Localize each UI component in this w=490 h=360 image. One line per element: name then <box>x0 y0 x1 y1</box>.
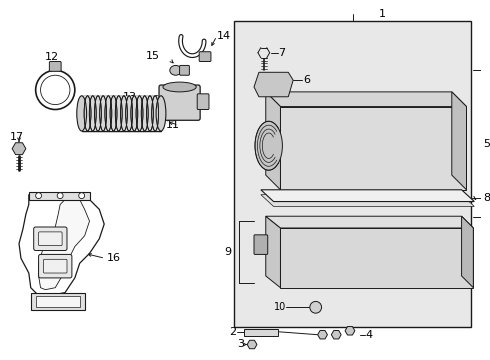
FancyBboxPatch shape <box>36 296 80 307</box>
Text: 3: 3 <box>237 339 244 350</box>
Bar <box>82 96 161 131</box>
Text: 15: 15 <box>147 51 160 60</box>
Ellipse shape <box>77 96 87 131</box>
FancyBboxPatch shape <box>180 66 190 75</box>
Ellipse shape <box>170 66 182 75</box>
Text: 9: 9 <box>224 247 231 257</box>
Polygon shape <box>36 199 90 290</box>
Polygon shape <box>462 216 473 288</box>
Polygon shape <box>266 216 280 288</box>
FancyBboxPatch shape <box>49 62 61 71</box>
FancyBboxPatch shape <box>39 232 62 246</box>
Text: 4: 4 <box>366 330 373 340</box>
Text: 12: 12 <box>45 51 59 62</box>
FancyBboxPatch shape <box>159 85 200 120</box>
Polygon shape <box>261 195 474 206</box>
Text: 13: 13 <box>122 92 137 102</box>
Text: 5: 5 <box>483 139 490 149</box>
Polygon shape <box>19 195 104 296</box>
Polygon shape <box>266 216 473 228</box>
Text: 2: 2 <box>229 327 236 337</box>
Text: 8: 8 <box>483 193 490 203</box>
Polygon shape <box>254 72 293 97</box>
Ellipse shape <box>255 121 282 170</box>
FancyBboxPatch shape <box>254 235 268 255</box>
Text: 6: 6 <box>303 75 310 85</box>
FancyBboxPatch shape <box>199 52 211 62</box>
Text: 10: 10 <box>274 302 286 312</box>
FancyBboxPatch shape <box>44 259 67 273</box>
Text: 1: 1 <box>379 9 386 19</box>
Ellipse shape <box>156 96 166 131</box>
Text: 11: 11 <box>166 120 180 130</box>
Polygon shape <box>280 228 473 288</box>
Text: 17: 17 <box>10 132 24 142</box>
Text: 7: 7 <box>278 48 286 58</box>
Polygon shape <box>280 107 466 190</box>
Polygon shape <box>266 92 466 107</box>
Circle shape <box>57 193 63 199</box>
Text: 14: 14 <box>217 31 231 41</box>
FancyBboxPatch shape <box>244 329 278 336</box>
Polygon shape <box>452 92 466 190</box>
Bar <box>29 192 90 199</box>
Bar <box>234 21 471 327</box>
Polygon shape <box>261 190 474 202</box>
Text: 16: 16 <box>107 253 121 263</box>
Polygon shape <box>266 92 280 190</box>
FancyBboxPatch shape <box>39 255 72 278</box>
FancyBboxPatch shape <box>31 293 85 310</box>
Ellipse shape <box>163 82 196 92</box>
FancyBboxPatch shape <box>197 94 209 109</box>
FancyBboxPatch shape <box>34 227 67 251</box>
Circle shape <box>36 193 42 199</box>
Circle shape <box>310 301 321 313</box>
Circle shape <box>79 193 85 199</box>
